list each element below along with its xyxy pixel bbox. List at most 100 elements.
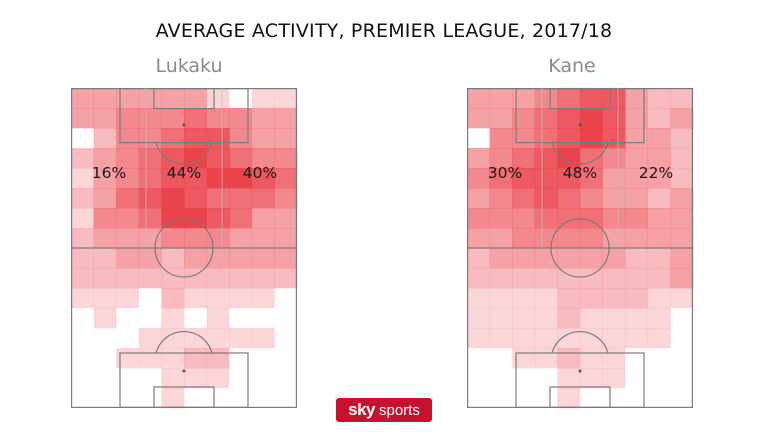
heat-cell: [647, 208, 671, 229]
heat-cell: [251, 208, 275, 229]
heat-cell: [274, 88, 298, 109]
heat-cell: [184, 88, 207, 109]
heat-cell: [557, 388, 581, 409]
heat-cell: [467, 88, 490, 109]
heat-cell: [71, 268, 94, 289]
heat-cell: [647, 328, 671, 349]
heat-cell: [534, 328, 558, 349]
heat-cell: [206, 228, 230, 249]
heat-cell: [670, 148, 694, 169]
heat-cell: [557, 128, 581, 149]
heat-cell: [534, 188, 558, 209]
heat-cell: [602, 228, 626, 249]
heat-cell: [467, 208, 490, 229]
heat-cell: [161, 208, 185, 229]
heat-cell: [557, 268, 581, 289]
heat-cell: [206, 128, 230, 149]
six-yard-box-bottom: [549, 386, 611, 408]
heat-cell: [557, 348, 581, 369]
heat-cell: [206, 148, 230, 169]
heat-cell: [534, 148, 558, 169]
heatmap-pitch-kane: 30% 48% 22%: [467, 88, 694, 409]
heat-cell: [512, 148, 536, 169]
heat-cell: [71, 188, 94, 209]
heat-cell: [251, 328, 275, 349]
heat-cell: [184, 268, 207, 289]
heat-cell: [274, 248, 298, 269]
heat-cell: [670, 88, 694, 109]
heat-cell: [274, 168, 298, 189]
heat-cell: [116, 268, 140, 289]
heat-cell: [206, 308, 230, 329]
heat-cell: [206, 328, 230, 349]
heat-cell: [512, 108, 536, 129]
heat-cell: [116, 148, 140, 169]
heat-cell: [602, 288, 626, 309]
heat-cell: [184, 128, 207, 149]
heat-cell: [93, 188, 117, 209]
heat-cell: [467, 148, 490, 169]
third-pct-left: 16%: [92, 164, 126, 182]
heat-cell: [71, 148, 94, 169]
heat-cell: [670, 228, 694, 249]
heat-cell: [647, 268, 671, 289]
heat-cell: [580, 328, 603, 349]
heat-cell: [138, 168, 162, 189]
heat-cell: [251, 288, 275, 309]
heat-cell: [206, 268, 230, 289]
heat-cell: [625, 148, 649, 169]
heat-cell: [489, 88, 513, 109]
heat-cell: [557, 88, 581, 109]
heat-cell: [489, 108, 513, 129]
heat-cell: [71, 228, 94, 249]
heat-cell: [602, 328, 626, 349]
heat-cell: [71, 168, 94, 189]
heat-cell: [467, 168, 490, 189]
heat-cell: [625, 88, 649, 109]
heat-cell: [534, 308, 558, 329]
heat-cell: [251, 248, 275, 269]
heat-cell: [602, 148, 626, 169]
heat-cell: [184, 188, 207, 209]
heat-cell: [602, 208, 626, 229]
heat-cell: [93, 248, 117, 269]
heat-cell: [625, 168, 649, 189]
heat-cell: [467, 188, 490, 209]
heat-cell: [93, 108, 117, 129]
third-pct-right: 22%: [639, 164, 673, 182]
heat-cell: [580, 88, 603, 109]
heat-cell: [251, 88, 275, 109]
heat-cell: [580, 288, 603, 309]
heat-cell: [71, 288, 94, 309]
heat-cell: [534, 288, 558, 309]
heat-cell: [229, 108, 253, 129]
heat-cell: [251, 228, 275, 249]
heat-cell: [489, 328, 513, 349]
six-yard-box-top: [153, 88, 215, 110]
heat-cell: [625, 208, 649, 229]
heat-cell: [229, 268, 253, 289]
heat-cell: [557, 248, 581, 269]
heat-cell: [251, 148, 275, 169]
heat-cell: [71, 248, 94, 269]
heat-cell: [467, 248, 490, 269]
heat-cell: [512, 208, 536, 229]
heat-cell: [161, 88, 185, 109]
heat-cell: [602, 128, 626, 149]
heat-cell: [206, 288, 230, 309]
heat-cell: [138, 148, 162, 169]
heat-cell: [467, 308, 490, 329]
heat-cell: [602, 168, 626, 189]
heat-cell: [229, 208, 253, 229]
heat-cell: [161, 168, 185, 189]
heat-cell: [138, 348, 162, 369]
heat-cell: [602, 368, 626, 389]
heat-cell: [161, 128, 185, 149]
heat-cell: [602, 108, 626, 129]
heat-cell: [161, 228, 185, 249]
sky-sports-logo: sky sports: [336, 398, 432, 422]
heat-cell: [206, 368, 230, 389]
heat-cell: [602, 348, 626, 369]
heat-cell: [116, 188, 140, 209]
heat-cell: [274, 148, 298, 169]
